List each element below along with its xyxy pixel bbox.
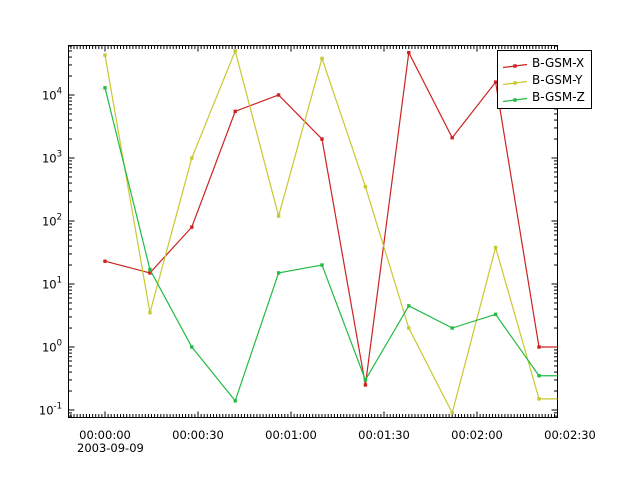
- legend-item-b-gsm-y[interactable]: B-GSM-Y: [502, 71, 585, 88]
- x-axis-tick-label: 00:02:30: [544, 428, 596, 442]
- y-axis-tick-label: 10-1: [38, 401, 62, 418]
- y-axis-tick-label: 100: [41, 338, 62, 355]
- x-axis-tick-label: 00:00:00: [79, 428, 131, 442]
- legend-label: B-GSM-Y: [532, 72, 583, 87]
- x-axis-tick-label: 00:00:30: [172, 428, 224, 442]
- x-axis-tick-label: 00:02:00: [451, 428, 503, 442]
- data-point-marker: [562, 397, 565, 400]
- legend-item-b-gsm-z[interactable]: B-GSM-Z: [502, 88, 585, 105]
- chart-legend: B-GSM-X B-GSM-Y B-GSM-Z: [497, 50, 592, 109]
- legend-swatch: [502, 57, 528, 69]
- x-axis-tick-label: 00:01:00: [265, 428, 317, 442]
- y-axis-tick-label: 103: [41, 149, 62, 166]
- legend-item-b-gsm-x[interactable]: B-GSM-X: [502, 54, 585, 71]
- y-axis-tick-label: 104: [41, 86, 62, 103]
- x-axis-date-label: 2003-09-09: [77, 441, 144, 455]
- legend-label: B-GSM-X: [532, 55, 585, 70]
- y-axis-tick-label: 101: [41, 275, 62, 292]
- legend-swatch: [502, 91, 528, 103]
- y-axis-tick-label: 102: [41, 212, 62, 229]
- data-point-marker: [562, 374, 565, 377]
- x-axis-tick-label: 00:01:30: [358, 428, 410, 442]
- data-point-marker: [562, 345, 565, 348]
- legend-label: B-GSM-Z: [532, 89, 585, 104]
- plot-area: [68, 45, 558, 418]
- legend-swatch: [502, 74, 528, 86]
